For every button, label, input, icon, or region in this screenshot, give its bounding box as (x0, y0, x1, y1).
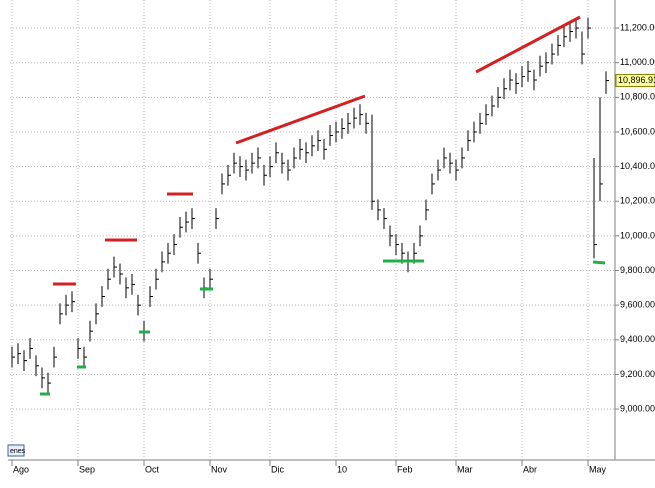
last-price-label: 10,896.91 (618, 75, 655, 85)
grid (10, 0, 615, 460)
x-tick-label: Feb (397, 464, 413, 474)
y-tick-label: 11,000.00 (620, 57, 655, 67)
y-tick-label: 9,600.00 (620, 300, 655, 310)
annotations (40, 15, 606, 396)
y-tick-label: 10,600.00 (620, 126, 655, 136)
x-tick-label: Sep (79, 464, 95, 474)
trend-line (235, 94, 366, 145)
y-tick-label: 9,800.00 (620, 265, 655, 275)
x-tick-label: Ago (13, 464, 29, 474)
y-tick-label: 10,200.00 (620, 196, 655, 206)
period-label: enes (10, 448, 26, 455)
x-tick-label: May (589, 464, 607, 474)
last-price-box (615, 74, 655, 88)
y-tick-label: 9,200.00 (620, 369, 655, 379)
y-tick-label: 10,000.00 (620, 230, 655, 240)
period-box (7, 444, 25, 457)
x-tick-label: Dic (271, 464, 284, 474)
x-tick-label: Mar (457, 464, 473, 474)
x-tick-label: 10 (337, 464, 347, 474)
y-tick-label: 9,400.00 (620, 334, 655, 344)
labels: 9,000.00 9,200.00 9,400.00 9,600.00 9,800.00… (11, 22, 655, 474)
support-line (592, 260, 606, 265)
y-tick-label: 9,000.00 (620, 403, 655, 413)
x-tick-label: Oct (145, 464, 160, 474)
y-tick-label: 11,200.00 (620, 22, 655, 32)
x-tick-label: Abr (523, 464, 537, 474)
trend-line (475, 15, 581, 74)
y-tick-label: 10,800.00 (620, 92, 655, 102)
y-tick-label: 10,400.00 (620, 161, 655, 171)
x-tick-label: Nov (211, 464, 228, 474)
